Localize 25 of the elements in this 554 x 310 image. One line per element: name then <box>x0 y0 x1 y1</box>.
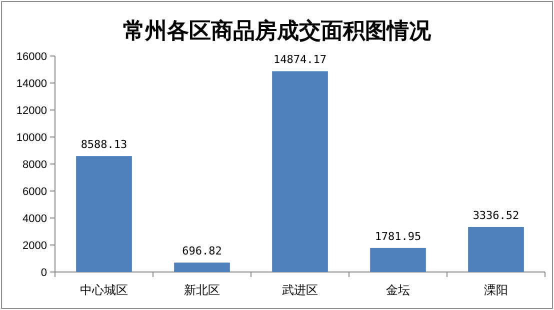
x-tick-label: 金坛 <box>386 283 410 297</box>
y-tick-label: 0 <box>40 267 47 279</box>
bar <box>174 262 230 272</box>
y-tick-label: 6000 <box>22 186 47 198</box>
y-tick-label: 14000 <box>16 78 47 90</box>
y-tick-label: 16000 <box>16 51 47 63</box>
y-tick-label: 12000 <box>16 105 47 117</box>
data-label: 3336.52 <box>472 208 520 222</box>
x-tick-label: 中心城区 <box>80 283 128 297</box>
bar <box>370 248 426 272</box>
y-tick-label: 10000 <box>16 132 47 144</box>
bar <box>76 156 132 272</box>
chart-title: 常州各区商品房成交面积图情况 <box>123 18 432 44</box>
bar <box>272 71 328 272</box>
data-label: 696.82 <box>182 244 222 258</box>
y-tick-label: 4000 <box>22 213 47 225</box>
x-tick-label: 武进区 <box>282 283 318 297</box>
bar <box>468 226 524 272</box>
data-label: 14874.17 <box>274 53 326 66</box>
y-tick-label: 2000 <box>22 240 47 252</box>
data-label: 8588.13 <box>80 138 128 152</box>
x-tick-label: 新北区 <box>184 283 220 297</box>
y-tick-label: 8000 <box>22 159 47 171</box>
data-label: 1781.95 <box>374 230 422 243</box>
x-tick-label: 溧阳 <box>484 283 508 297</box>
